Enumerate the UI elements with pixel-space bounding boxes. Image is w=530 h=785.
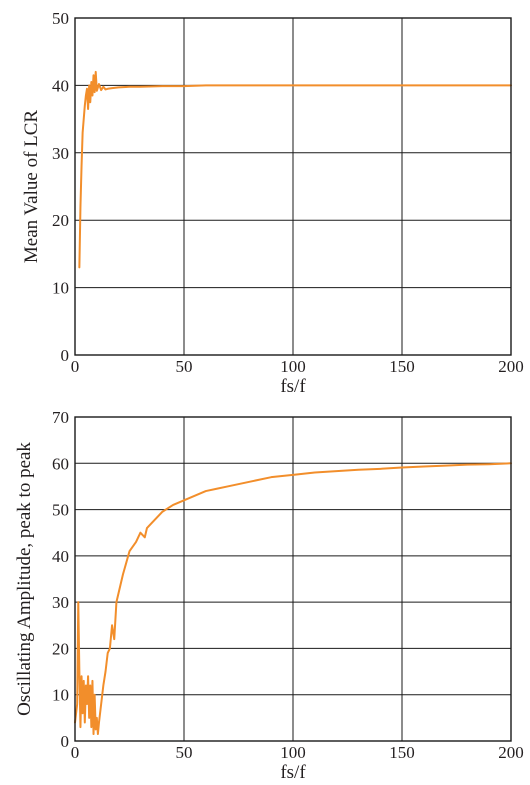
chart-bottom-grid [75, 417, 511, 741]
series-line [78, 70, 512, 269]
x-tick-label: 50 [176, 357, 193, 376]
y-tick-label: 30 [52, 593, 69, 612]
x-tick-label: 150 [389, 357, 415, 376]
y-tick-label: 20 [52, 211, 69, 230]
chart-bottom-y-ticks: 0 10 20 30 40 50 60 70 [52, 408, 69, 751]
y-tick-label: 0 [61, 732, 70, 751]
chart-top-x-axis-label: fs/f [280, 376, 306, 397]
x-tick-label: 200 [498, 743, 524, 762]
chart-top-y-ticks: 0 10 20 30 40 50 [52, 9, 69, 365]
x-tick-label: 150 [389, 743, 415, 762]
chart-bottom: 0 50 100 150 200 0 10 20 30 40 50 60 70 fs/f Oscill… [14, 408, 524, 783]
y-tick-label: 10 [52, 279, 69, 298]
chart-bottom-x-ticks: 0 50 100 150 200 [71, 743, 524, 762]
y-tick-label: 40 [52, 547, 69, 566]
x-tick-label: 100 [280, 743, 306, 762]
chart-top-y-axis-label: Mean Value of LCR [21, 110, 42, 264]
x-tick-label: 0 [71, 357, 80, 376]
chart-top: 0 50 100 150 200 0 10 20 30 40 50 fs/f Mean Value… [21, 9, 524, 397]
chart-top-grid [75, 18, 511, 355]
chart-bottom-x-axis-label: fs/f [280, 762, 306, 783]
y-tick-label: 70 [52, 408, 69, 427]
y-tick-label: 60 [52, 454, 69, 473]
y-tick-label: 40 [52, 76, 69, 95]
series-line [74, 462, 512, 736]
chart-top-x-ticks: 0 50 100 150 200 [71, 357, 524, 376]
x-tick-label: 200 [498, 357, 524, 376]
chart-bottom-series [74, 462, 512, 736]
x-tick-label: 100 [280, 357, 306, 376]
y-tick-label: 20 [52, 639, 69, 658]
y-tick-label: 0 [61, 346, 70, 365]
chart-top-plot-frame [74, 17, 512, 356]
x-tick-label: 50 [176, 743, 193, 762]
x-tick-label: 0 [71, 743, 80, 762]
chart-bottom-y-axis-label: Oscillating Amplitude, peak to peak [14, 442, 35, 716]
y-tick-label: 50 [52, 501, 69, 520]
chart-bottom-plot-frame [74, 416, 512, 742]
y-tick-label: 30 [52, 144, 69, 163]
chart-top-series [78, 70, 512, 269]
y-tick-label: 10 [52, 686, 69, 705]
y-tick-label: 50 [52, 9, 69, 28]
